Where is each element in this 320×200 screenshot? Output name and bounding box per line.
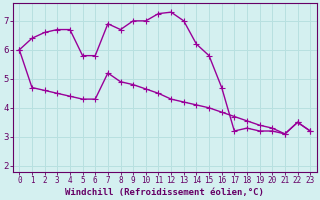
X-axis label: Windchill (Refroidissement éolien,°C): Windchill (Refroidissement éolien,°C) [65, 188, 264, 197]
